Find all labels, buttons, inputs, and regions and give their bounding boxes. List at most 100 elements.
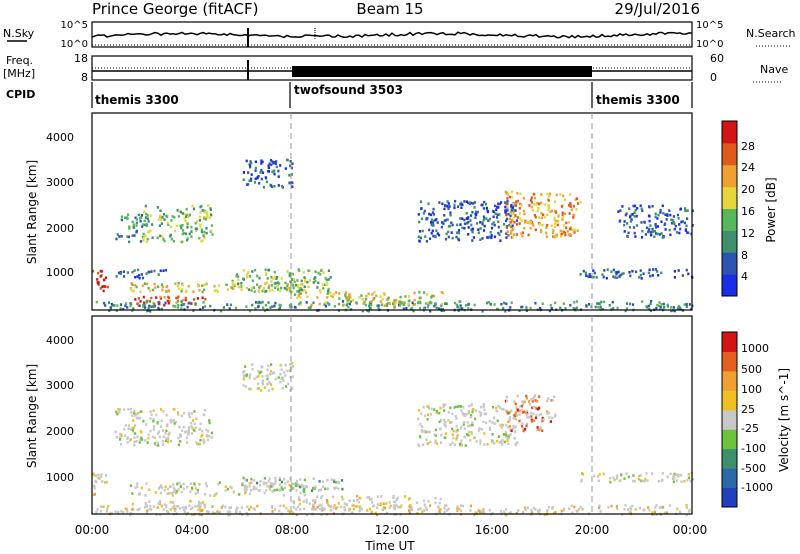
echo-cell bbox=[624, 213, 627, 217]
echo-cell bbox=[248, 374, 251, 378]
echo-cell bbox=[291, 482, 294, 485]
echo-cell bbox=[459, 427, 462, 430]
echo-cell bbox=[568, 507, 571, 510]
echo-cell bbox=[157, 285, 160, 288]
echo-cell bbox=[308, 502, 311, 505]
echo-cell bbox=[516, 408, 519, 411]
echo-cell bbox=[552, 228, 555, 232]
echo-cell bbox=[611, 300, 614, 304]
echo-cell bbox=[327, 278, 330, 281]
echo-cell bbox=[623, 477, 626, 480]
echo-cell bbox=[274, 301, 277, 305]
echo-cell bbox=[269, 306, 272, 309]
echo-cell bbox=[482, 207, 485, 210]
echo-cell bbox=[687, 272, 690, 276]
echo-cell bbox=[248, 164, 252, 167]
echo-cell bbox=[247, 171, 250, 174]
echo-cell bbox=[198, 428, 201, 431]
echo-cell bbox=[181, 232, 184, 236]
echo-cell bbox=[270, 485, 273, 488]
echo-cell bbox=[149, 417, 152, 420]
echo-cell bbox=[128, 227, 131, 230]
echo-cell bbox=[162, 238, 165, 241]
echo-cell bbox=[114, 430, 117, 434]
echo-cell bbox=[159, 295, 162, 299]
echo-cell bbox=[253, 290, 256, 293]
echo-cell bbox=[431, 211, 435, 214]
velocity-cbar-tick-minus100: -100 bbox=[741, 442, 766, 455]
velocity-ytick-1000: 1000 bbox=[46, 471, 74, 484]
echo-cell bbox=[645, 226, 649, 230]
echo-cell bbox=[200, 435, 203, 438]
echo-cell bbox=[128, 240, 131, 244]
echo-cell bbox=[163, 239, 166, 243]
echo-cell bbox=[136, 482, 139, 485]
echo-cell bbox=[460, 206, 463, 209]
echo-cell bbox=[252, 487, 255, 491]
echo-cell bbox=[186, 485, 189, 489]
echo-cell bbox=[513, 208, 516, 212]
echo-cell bbox=[294, 482, 297, 486]
echo-cell bbox=[447, 230, 450, 234]
echo-cell bbox=[657, 274, 660, 277]
echo-cell bbox=[570, 208, 573, 212]
echo-cell bbox=[540, 212, 543, 215]
echo-cell bbox=[629, 506, 632, 510]
echo-cell bbox=[184, 219, 187, 223]
echo-cell bbox=[126, 510, 129, 513]
echo-cell bbox=[178, 210, 181, 213]
echo-cell bbox=[114, 510, 117, 513]
echo-cell bbox=[249, 160, 252, 163]
echo-cell bbox=[530, 196, 533, 199]
echo-cell bbox=[372, 504, 375, 508]
echo-cell bbox=[274, 377, 277, 381]
echo-cell bbox=[572, 213, 575, 217]
echo-cell bbox=[268, 284, 271, 288]
echo-cell bbox=[495, 439, 498, 443]
echo-cell bbox=[297, 268, 300, 271]
echo-cell bbox=[639, 269, 642, 272]
echo-cell bbox=[435, 411, 438, 415]
echo-cell bbox=[250, 289, 253, 292]
echo-cell bbox=[676, 479, 679, 482]
echo-cell bbox=[522, 197, 526, 200]
echo-cell bbox=[425, 217, 428, 221]
echo-cell bbox=[651, 472, 654, 475]
echo-cell bbox=[506, 217, 509, 221]
echo-cell bbox=[122, 275, 126, 278]
echo-cell bbox=[549, 303, 552, 307]
echo-cell bbox=[289, 164, 292, 168]
echo-cell bbox=[456, 435, 459, 438]
echo-cell bbox=[445, 232, 448, 236]
echo-cell bbox=[434, 218, 437, 222]
echo-cell bbox=[365, 298, 368, 301]
echo-cell bbox=[467, 201, 470, 205]
echo-cell bbox=[426, 305, 429, 309]
echo-cell bbox=[135, 224, 138, 227]
echo-cell bbox=[167, 433, 170, 436]
echo-cell bbox=[443, 418, 446, 422]
echo-cell bbox=[115, 275, 118, 278]
echo-cell bbox=[554, 222, 557, 225]
echo-cell bbox=[459, 217, 462, 220]
echo-cell bbox=[344, 293, 347, 296]
echo-cell bbox=[656, 225, 659, 228]
echo-cell bbox=[196, 491, 200, 494]
echo-cell bbox=[181, 223, 184, 227]
echo-cell bbox=[487, 236, 490, 239]
echo-cell bbox=[353, 499, 356, 502]
echo-cell bbox=[518, 207, 521, 210]
echo-cell bbox=[326, 487, 329, 491]
echo-cell bbox=[521, 305, 524, 309]
echo-cell bbox=[557, 219, 560, 223]
echo-cell bbox=[303, 276, 306, 279]
echo-cell bbox=[370, 497, 373, 501]
echo-cell bbox=[612, 476, 615, 480]
echo-cell bbox=[620, 473, 623, 477]
echo-cell bbox=[299, 301, 302, 304]
echo-cell bbox=[554, 511, 557, 514]
echo-cell bbox=[133, 443, 136, 447]
echo-cell bbox=[245, 512, 248, 515]
echo-cell bbox=[569, 202, 572, 206]
echo-cell bbox=[456, 505, 459, 508]
